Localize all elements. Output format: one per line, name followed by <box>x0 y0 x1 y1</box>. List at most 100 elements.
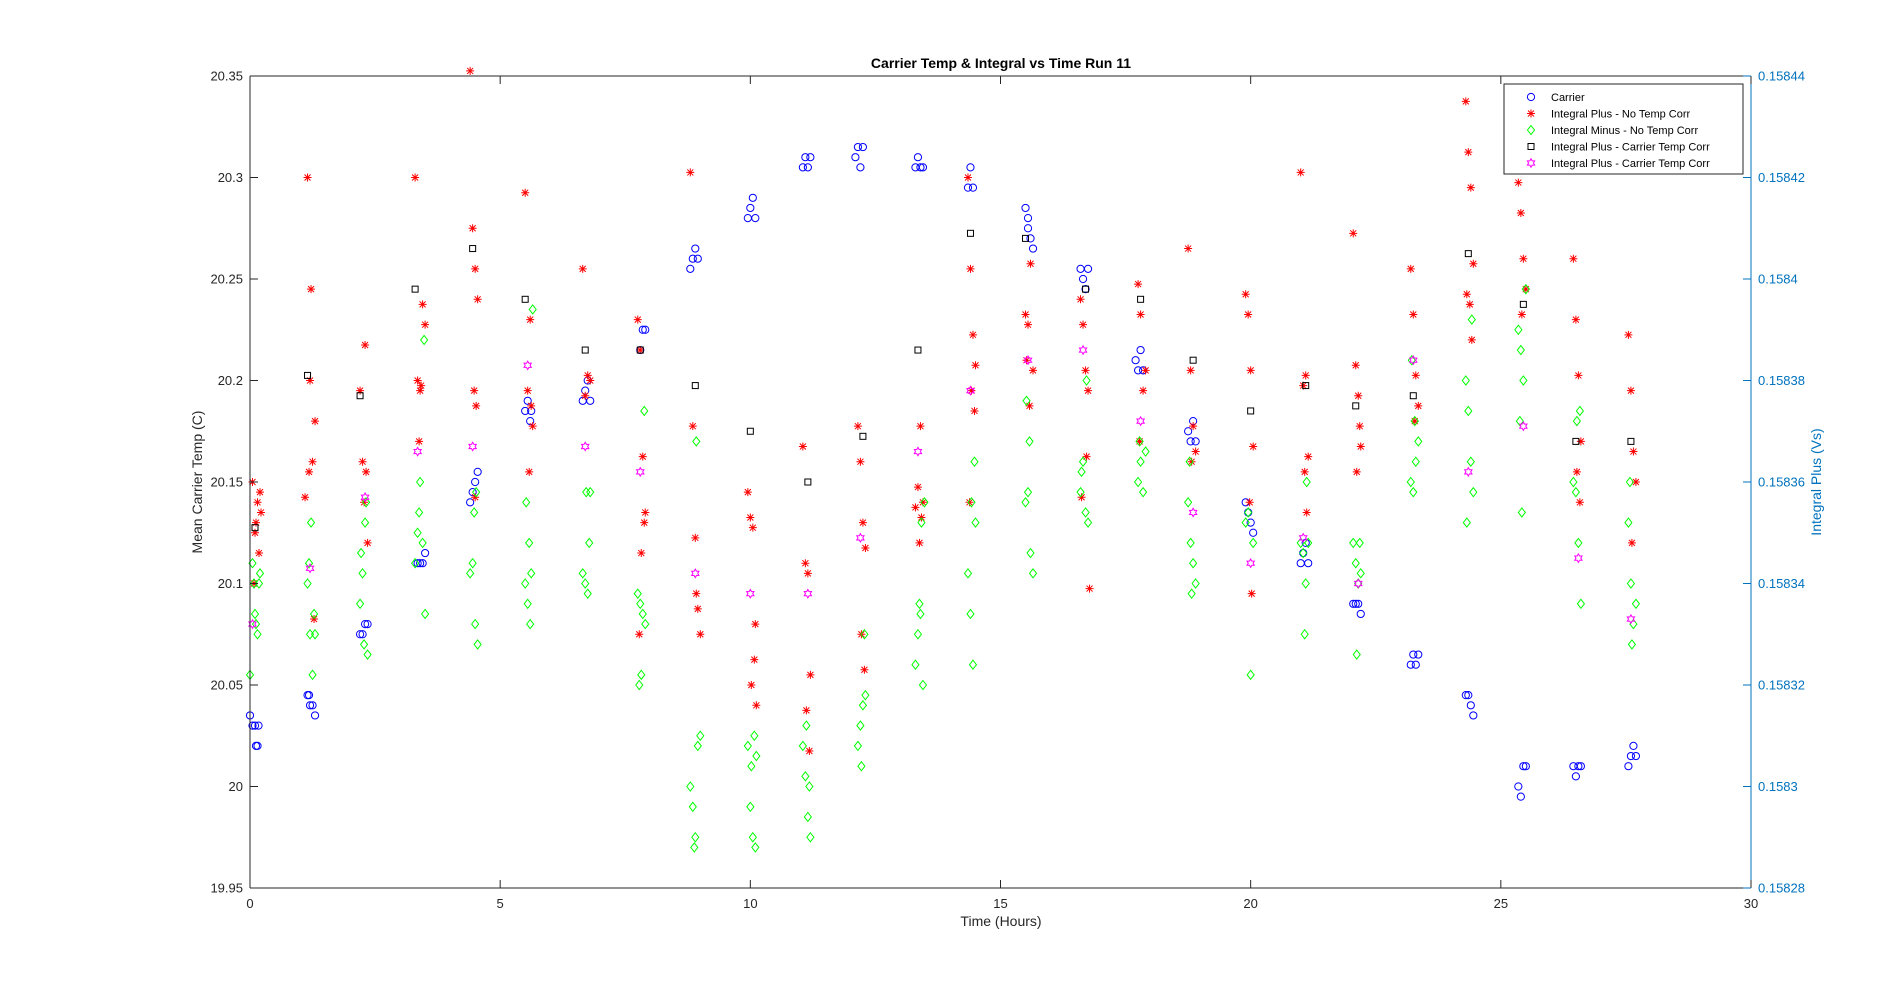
data-point <box>525 537 534 549</box>
data-point <box>1299 547 1308 559</box>
legend-box <box>1503 83 1744 175</box>
data-point <box>523 386 532 395</box>
series-1 <box>248 66 1640 755</box>
data-point <box>1626 613 1636 625</box>
data-point <box>1300 628 1309 640</box>
series-3 <box>251 229 1635 532</box>
y-tick-label: 20 <box>229 779 243 794</box>
data-point <box>1302 476 1311 488</box>
data-point <box>466 568 475 579</box>
data-point <box>798 740 808 752</box>
data-point <box>1631 751 1641 761</box>
data-point <box>250 721 260 730</box>
data-point <box>527 568 536 579</box>
data-point <box>252 518 261 527</box>
data-point <box>855 532 865 544</box>
data-point <box>248 721 257 730</box>
data-point <box>798 442 807 451</box>
data-point <box>1631 598 1641 610</box>
data-point <box>1137 295 1145 303</box>
data-point <box>861 689 870 701</box>
data-point <box>1572 415 1582 427</box>
data-point <box>1298 532 1308 544</box>
data-point <box>1241 290 1250 299</box>
data-point <box>1191 437 1200 446</box>
y-right-axis-title: Integral Plus (Vs) <box>1808 428 1824 535</box>
data-point <box>1624 517 1633 528</box>
y-right-tick-label: 0.15832 <box>1758 678 1805 693</box>
data-point <box>528 422 537 431</box>
data-point <box>636 346 645 355</box>
x-tick-label: 10 <box>743 896 757 911</box>
data-point <box>1521 762 1530 771</box>
data-point <box>1184 244 1193 253</box>
data-point <box>1189 422 1198 431</box>
data-point <box>857 760 866 772</box>
x-tick-label: 15 <box>993 896 1007 911</box>
data-point <box>965 498 974 507</box>
data-point <box>805 746 814 755</box>
data-point <box>1571 315 1580 324</box>
data-point <box>752 750 761 762</box>
x-tick-label: 5 <box>497 896 504 911</box>
data-point <box>1466 456 1475 468</box>
data-point <box>686 168 695 177</box>
data-point <box>521 406 530 416</box>
data-point <box>1349 599 1358 608</box>
data-point <box>914 346 922 354</box>
data-point <box>358 568 367 579</box>
data-point <box>356 386 365 395</box>
data-point <box>693 604 702 613</box>
data-point <box>851 153 860 162</box>
data-point <box>1410 417 1419 426</box>
data-point <box>1519 762 1528 771</box>
data-point <box>1517 507 1526 518</box>
data-point <box>911 659 920 671</box>
legend-label-integral-plus-carrier-corr-black: Integral Plus - Carrier Temp Corr <box>1551 142 1710 154</box>
data-point <box>1575 498 1584 507</box>
plot-area <box>250 76 1751 888</box>
data-point <box>1406 660 1415 669</box>
data-point <box>1409 650 1418 659</box>
data-point <box>1624 762 1633 771</box>
y-tick-label: 20.05 <box>210 678 243 693</box>
y-right-tick-label: 0.15844 <box>1758 69 1805 84</box>
data-point <box>1245 498 1254 507</box>
y-right-tick-label: 0.15838 <box>1758 373 1805 388</box>
data-point <box>360 492 370 503</box>
data-point <box>1409 310 1418 319</box>
data-point <box>468 488 477 497</box>
data-point <box>1135 436 1144 447</box>
data-point <box>1514 782 1523 791</box>
data-point <box>360 620 370 629</box>
data-point <box>416 559 425 568</box>
data-point <box>417 381 426 390</box>
data-point <box>414 507 424 518</box>
data-point <box>635 466 645 478</box>
data-point <box>1462 290 1471 299</box>
legend-markers <box>1526 92 1536 169</box>
data-point <box>1138 486 1148 498</box>
data-point <box>1026 234 1035 243</box>
data-point <box>254 578 264 589</box>
data-point <box>308 457 317 466</box>
data-point <box>1300 467 1309 476</box>
data-point <box>1134 280 1143 289</box>
legend-marker-4 <box>1526 157 1536 169</box>
data-point <box>1574 371 1583 380</box>
data-point <box>859 432 867 440</box>
data-point <box>1573 552 1583 564</box>
data-point <box>1414 650 1423 659</box>
data-point <box>1409 486 1418 498</box>
data-point <box>586 486 595 498</box>
legend-label-integral-plus-no-corr: Integral Plus - No Temp Corr <box>1551 109 1691 121</box>
data-point <box>967 496 976 508</box>
data-point <box>473 295 482 304</box>
data-point <box>1078 274 1088 284</box>
data-point <box>915 598 924 610</box>
data-point <box>638 608 647 620</box>
data-point <box>1408 354 1418 366</box>
data-point <box>971 517 980 528</box>
data-point <box>690 842 699 853</box>
data-point <box>1186 537 1195 549</box>
